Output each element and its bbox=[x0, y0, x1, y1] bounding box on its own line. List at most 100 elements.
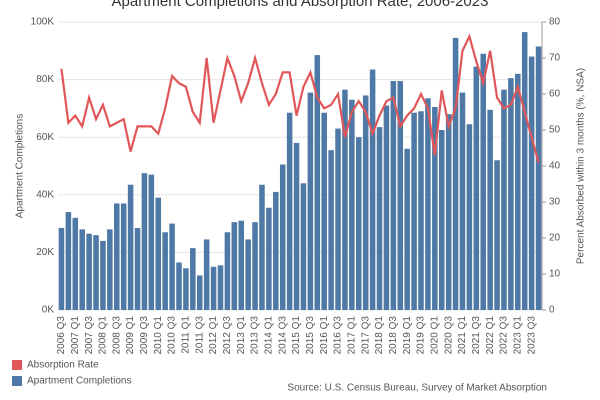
bar bbox=[79, 229, 85, 310]
bar bbox=[217, 265, 224, 310]
x-tick-label: 2016 Q1 bbox=[319, 316, 330, 355]
legend-swatch bbox=[12, 376, 22, 386]
bar bbox=[356, 137, 362, 310]
bar bbox=[224, 232, 231, 310]
bar bbox=[314, 55, 321, 311]
bar bbox=[452, 37, 459, 311]
bar bbox=[466, 124, 473, 311]
bar bbox=[238, 220, 244, 310]
bar bbox=[515, 73, 521, 310]
bar bbox=[196, 275, 203, 310]
bar bbox=[390, 81, 397, 310]
x-tick-label: 2009 Q1 bbox=[125, 316, 136, 355]
x-tick-label: 2021 Q3 bbox=[471, 316, 482, 355]
y2-tick-label: 70 bbox=[549, 53, 561, 64]
x-tick-label: 2006 Q3 bbox=[56, 316, 67, 355]
x-tick-label: 2019 Q1 bbox=[402, 316, 413, 355]
y2-tick-label: 30 bbox=[549, 197, 561, 208]
line bbox=[60, 33, 540, 163]
bar bbox=[369, 69, 376, 311]
bar bbox=[134, 227, 141, 310]
bar bbox=[286, 112, 293, 310]
bar bbox=[273, 191, 279, 310]
x-tick-label: 2012 Q1 bbox=[208, 316, 219, 355]
x-tick-label: 2020 Q1 bbox=[429, 316, 440, 355]
y2-tick-label: 10 bbox=[549, 269, 561, 280]
y-tick-label: 80K bbox=[36, 74, 54, 85]
legend-label: Apartment Completions bbox=[27, 376, 132, 387]
bar bbox=[210, 266, 217, 310]
x-tick-label: 2012 Q3 bbox=[222, 316, 233, 355]
bar bbox=[438, 130, 445, 310]
bar bbox=[521, 32, 528, 311]
bar bbox=[93, 235, 99, 310]
x-tick-label: 2017 Q3 bbox=[360, 316, 371, 355]
x-tick-label: 2020 Q3 bbox=[443, 316, 454, 355]
bar bbox=[120, 203, 127, 310]
bar bbox=[176, 262, 182, 310]
bar bbox=[293, 142, 300, 310]
bar bbox=[300, 183, 307, 310]
bar bbox=[259, 184, 265, 310]
bar bbox=[321, 112, 327, 310]
legend-label: Absorption Rate bbox=[27, 360, 99, 371]
bar bbox=[58, 227, 65, 310]
bar bbox=[432, 106, 438, 311]
x-tick-label: 2023 Q3 bbox=[526, 316, 537, 355]
x-tick-label: 2008 Q3 bbox=[111, 316, 122, 355]
bar bbox=[349, 99, 355, 310]
bar bbox=[362, 95, 369, 310]
y2-axis-label: Percent Absorbed within 3 months (%, NSA… bbox=[576, 68, 587, 264]
x-tick-label: 2007 Q3 bbox=[84, 316, 95, 355]
bar bbox=[508, 78, 514, 310]
x-tick-label: 2011 Q1 bbox=[181, 316, 192, 354]
bar bbox=[418, 111, 424, 310]
chart-title: Apartment Completions and Absorption Rat… bbox=[112, 0, 489, 10]
bar bbox=[397, 81, 404, 310]
bar bbox=[342, 89, 348, 311]
y-tick-label: 0K bbox=[42, 305, 55, 316]
bar bbox=[65, 212, 72, 310]
bar bbox=[245, 239, 251, 310]
bar bbox=[528, 56, 535, 311]
y2-tick-label: 20 bbox=[549, 233, 561, 244]
x-tick-label: 2021 Q1 bbox=[457, 316, 468, 355]
x-tick-label: 2010 Q3 bbox=[167, 316, 178, 355]
x-tick-label: 2023 Q1 bbox=[512, 316, 523, 355]
y2-tick-label: 40 bbox=[549, 161, 561, 172]
bar bbox=[114, 203, 120, 310]
bar bbox=[383, 105, 390, 311]
bar bbox=[190, 248, 196, 310]
x-tick-label: 2013 Q3 bbox=[250, 316, 261, 355]
x-tick-label: 2022 Q3 bbox=[499, 316, 510, 355]
bar bbox=[307, 92, 314, 310]
bar bbox=[279, 164, 286, 310]
y-axis-label: Apartment Completions bbox=[15, 114, 26, 219]
legend-swatch bbox=[12, 360, 22, 370]
bar bbox=[404, 148, 410, 310]
bar bbox=[231, 222, 238, 310]
bar bbox=[203, 239, 210, 310]
bar bbox=[141, 173, 148, 310]
bar bbox=[328, 150, 334, 310]
y-tick-label: 20K bbox=[36, 247, 54, 258]
x-tick-label: 2014 Q3 bbox=[277, 316, 288, 355]
x-tick-label: 2007 Q1 bbox=[70, 316, 81, 355]
x-tick-label: 2022 Q1 bbox=[485, 316, 496, 355]
bar bbox=[376, 127, 383, 311]
x-tick-label: 2018 Q3 bbox=[388, 316, 399, 355]
bar bbox=[169, 223, 175, 310]
x-tick-label: 2016 Q3 bbox=[333, 316, 344, 355]
source-note: Source: U.S. Census Bureau, Survey of Ma… bbox=[287, 383, 547, 394]
bar bbox=[445, 114, 452, 310]
bar bbox=[480, 53, 486, 311]
bar bbox=[487, 109, 493, 310]
bar bbox=[155, 197, 162, 310]
bar bbox=[501, 89, 507, 311]
y-tick-label: 100K bbox=[31, 17, 55, 28]
x-tick-label: 2015 Q3 bbox=[305, 316, 316, 355]
bar bbox=[266, 207, 272, 310]
bar bbox=[148, 174, 155, 310]
y-tick-label: 60K bbox=[36, 132, 54, 143]
bar bbox=[162, 232, 168, 310]
